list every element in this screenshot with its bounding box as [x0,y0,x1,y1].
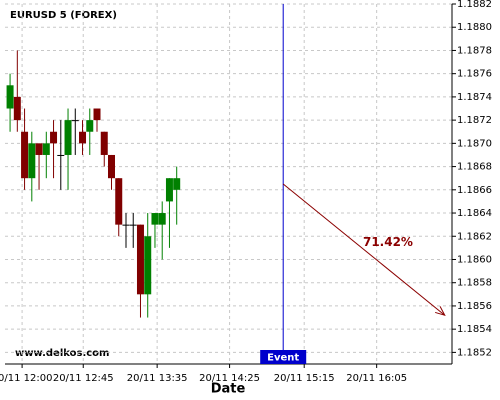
candle-body [115,178,123,225]
y-tick-label: 1.1880 [457,22,492,33]
x-tick-label: 20/11 16:05 [346,373,407,384]
x-tick-label: 20/11 13:35 [127,373,188,384]
candle-body [64,120,72,155]
candle-body [6,85,14,109]
candle-body [100,131,108,155]
candle-body [71,120,79,122]
candle-body [57,154,65,156]
y-tick-label: 1.1876 [457,69,492,80]
y-tick-label: 1.1874 [457,92,492,103]
forecast-arrow [282,183,446,316]
y-tick-label: 1.1858 [457,278,492,289]
y-tick-label: 1.1860 [457,254,492,265]
arrow-head [435,306,446,317]
y-tick-label: 1.1866 [457,185,492,196]
watermark: www.delkos.com [15,348,109,359]
y-tick-label: 1.1862 [457,231,492,242]
candle-body [136,224,144,295]
candle-body [158,213,166,225]
x-tick-label: 20/11 14:25 [199,373,260,384]
candle-body [129,224,137,226]
y-tick-label: 1.1870 [457,138,492,149]
candle-body [50,131,58,144]
x-tick-label: 20/11 12:00 [0,373,53,384]
candle-body [151,213,159,225]
candle-body [13,96,21,121]
y-tick-label: 1.1852 [457,347,492,358]
candle-body [42,143,50,155]
event-label: Event [267,353,299,364]
y-tick-label: 1.1854 [457,324,492,335]
y-tick-label: 1.1864 [457,208,492,219]
y-tick-label: 1.1872 [457,115,492,126]
candle-body [21,131,29,179]
x-axis-label: Date [211,382,246,397]
candle-body [93,108,101,121]
candle-body [144,236,152,295]
forecast-label: 71.42% [363,235,413,249]
x-tick-label: 20/11 12:45 [53,373,114,384]
candle-body [122,224,130,226]
candle-body [86,120,94,132]
candle-body [79,131,87,144]
candle-body [35,143,43,155]
candle-body [173,178,181,190]
candle-body [165,178,173,202]
y-tick-label: 1.1868 [457,162,492,173]
y-tick-label: 1.1882 [457,0,492,10]
chart-title: EURUSD 5 (FOREX) [10,10,117,21]
y-tick-label: 1.1856 [457,301,492,312]
event-box [260,350,307,364]
candle-body [28,143,36,179]
y-tick-label: 1.1878 [457,45,492,56]
candle-body [107,154,115,179]
x-tick-label: 20/11 15:15 [274,373,335,384]
